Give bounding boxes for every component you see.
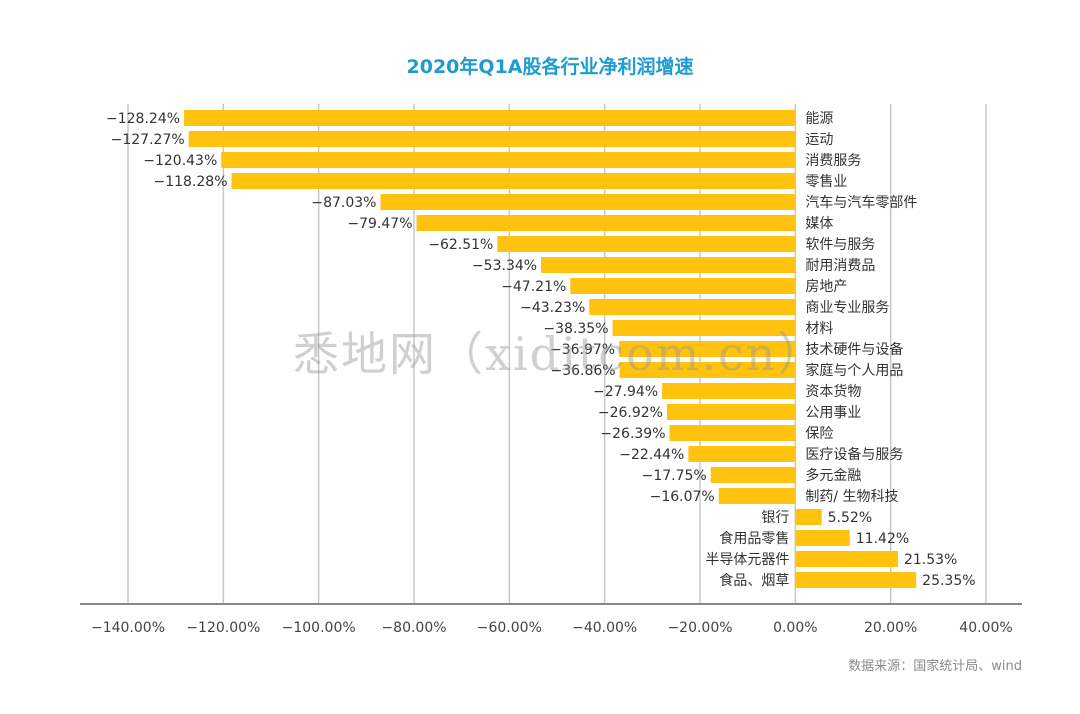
bar — [667, 404, 796, 420]
category-label: 银行 — [761, 510, 789, 526]
bar — [795, 509, 822, 525]
category-label: 医疗设备与服务 — [805, 446, 903, 463]
x-tick-label: 20.00% — [864, 620, 917, 636]
bar — [619, 362, 796, 378]
value-label: 5.52% — [828, 510, 872, 526]
value-label: −22.44% — [619, 447, 684, 463]
category-label: 公用事业 — [805, 405, 861, 421]
category-label: 制药/ 生物科技 — [805, 489, 898, 505]
value-label: −36.86% — [551, 363, 616, 379]
value-label: −26.92% — [598, 405, 663, 421]
bar — [795, 530, 850, 546]
value-label: −26.39% — [600, 426, 665, 442]
chart-title: 2020年Q1A股各行业净利润增速 — [406, 56, 694, 78]
bar — [688, 446, 796, 462]
bar — [570, 278, 796, 294]
bar — [718, 488, 796, 504]
category-label: 材料 — [805, 321, 833, 337]
category-label: 房地产 — [805, 279, 847, 295]
bar — [380, 194, 796, 210]
bar — [221, 152, 796, 168]
value-label: 25.35% — [922, 573, 975, 589]
category-label: 能源 — [805, 111, 833, 127]
x-tick-label: −20.00% — [667, 620, 732, 636]
value-label: −79.47% — [347, 216, 412, 232]
value-label: −43.23% — [520, 300, 585, 316]
category-label: 耐用消费品 — [805, 258, 875, 274]
value-label: −36.97% — [550, 342, 615, 358]
watermark: 悉地网（xiditcom.cn） — [293, 327, 826, 381]
bar — [188, 131, 796, 147]
bar — [416, 215, 796, 231]
category-label: 商业专业服务 — [805, 300, 889, 316]
bar — [669, 425, 796, 441]
x-tick-label: −120.00% — [186, 620, 260, 636]
value-label: −128.24% — [106, 111, 180, 127]
category-label: 保险 — [805, 426, 833, 442]
x-tick-label: −60.00% — [477, 620, 542, 636]
bar — [795, 572, 917, 588]
x-tick-label: 0.00% — [773, 620, 817, 636]
category-label: 资本货物 — [805, 383, 861, 400]
category-label: 软件与服务 — [805, 237, 875, 253]
category-label: 运动 — [805, 132, 833, 148]
category-label: 汽车与汽车零部件 — [805, 194, 917, 211]
x-tick-label: 40.00% — [959, 620, 1012, 636]
bar — [589, 299, 796, 315]
bar — [497, 236, 796, 252]
x-tick-label: −100.00% — [282, 620, 356, 636]
value-label: −17.75% — [642, 468, 707, 484]
category-label: 零售业 — [805, 174, 847, 190]
category-label: 家庭与个人用品 — [805, 362, 903, 379]
value-label: −38.35% — [543, 321, 608, 337]
x-tick-label: −80.00% — [381, 620, 446, 636]
value-label: −16.07% — [650, 489, 715, 505]
value-label: −118.28% — [154, 174, 228, 190]
value-label: −47.21% — [501, 279, 566, 295]
x-tick-label: −140.00% — [91, 620, 165, 636]
bar — [710, 467, 796, 483]
bar — [184, 110, 796, 126]
bar — [619, 341, 796, 357]
value-label: −62.51% — [428, 237, 493, 253]
source-note: 数据来源：国家统计局、wind — [848, 659, 1022, 674]
category-label: 多元金融 — [805, 467, 861, 484]
bar — [795, 551, 898, 567]
category-label: 媒体 — [805, 216, 833, 232]
bar — [541, 257, 796, 273]
value-label: 11.42% — [856, 531, 909, 547]
category-label: 消费服务 — [805, 153, 861, 169]
x-tick-label: −40.00% — [572, 620, 637, 636]
category-label: 技术硬件与设备 — [805, 341, 903, 358]
value-label: −27.94% — [593, 384, 658, 400]
category-label: 半导体元器件 — [705, 552, 789, 568]
value-label: −53.34% — [472, 258, 537, 274]
bar — [612, 320, 796, 336]
bar — [231, 173, 796, 189]
value-label: 21.53% — [904, 552, 957, 568]
category-label: 食品、烟草 — [719, 572, 789, 589]
value-label: −87.03% — [311, 195, 376, 211]
value-label: −127.27% — [111, 132, 185, 148]
value-label: −120.43% — [143, 153, 217, 169]
category-label: 食用品零售 — [719, 530, 789, 547]
bar — [662, 383, 796, 399]
